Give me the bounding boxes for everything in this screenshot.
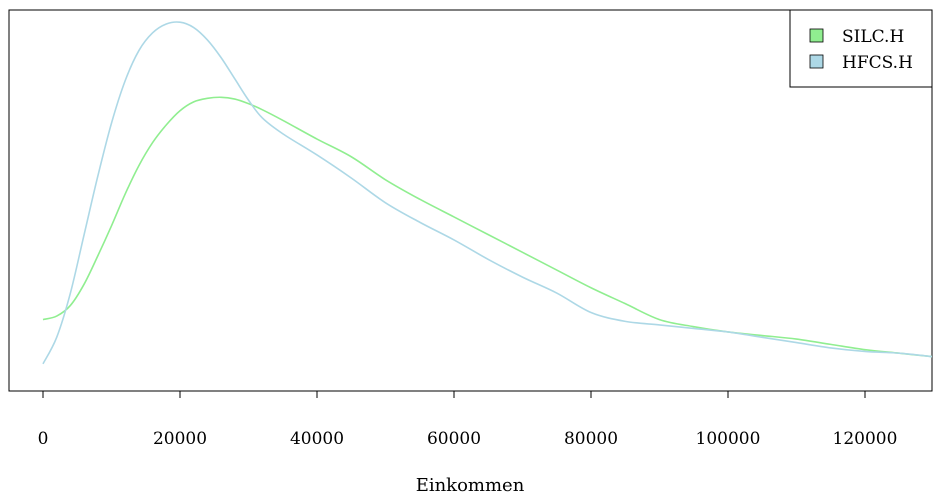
x-axis: 0 20000 40000 60000 80000 100000 120000 <box>38 390 898 449</box>
x-tick-label: 60000 <box>427 429 481 449</box>
x-tick-label: 100000 <box>696 429 761 449</box>
legend-swatch <box>809 28 824 43</box>
x-axis-label: Einkommen <box>416 475 525 496</box>
x-tick-label: 20000 <box>153 429 207 449</box>
x-tick-label: 120000 <box>833 429 898 449</box>
legend-label: SILC.H <box>842 27 904 47</box>
legend: SILC.H HFCS.H <box>789 9 933 88</box>
x-tick-label: 40000 <box>290 429 344 449</box>
series-line-hfcs-h <box>42 21 932 365</box>
series-line-silc-h <box>42 96 932 358</box>
legend-box <box>789 9 933 88</box>
series-layer <box>42 21 932 365</box>
x-tick-label: 0 <box>38 429 49 449</box>
legend-swatch <box>809 54 824 69</box>
legend-label: HFCS.H <box>842 53 913 73</box>
x-tick-label: 80000 <box>564 429 618 449</box>
